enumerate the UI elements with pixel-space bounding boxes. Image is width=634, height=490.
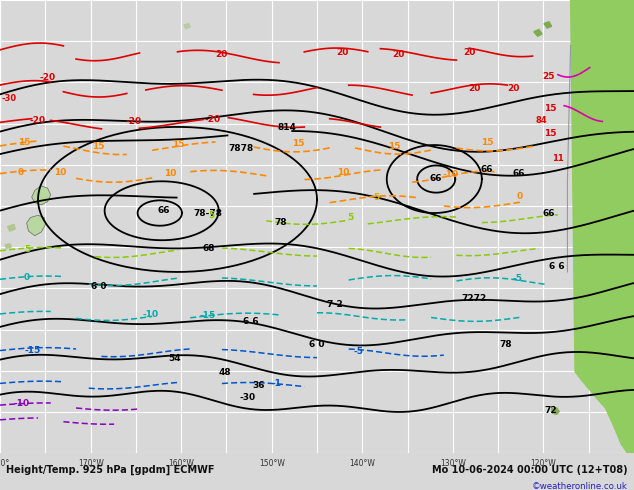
Text: 15: 15 bbox=[92, 142, 105, 150]
Text: 84: 84 bbox=[536, 116, 547, 125]
Text: 54: 54 bbox=[168, 354, 181, 363]
Text: 15: 15 bbox=[18, 138, 30, 147]
Text: 20: 20 bbox=[216, 49, 228, 59]
Text: 20: 20 bbox=[392, 49, 404, 59]
Text: 72: 72 bbox=[544, 406, 557, 415]
Text: 6 6: 6 6 bbox=[243, 318, 258, 326]
Text: 170°W: 170°W bbox=[78, 459, 103, 468]
Text: 0: 0 bbox=[517, 193, 523, 201]
Text: -30: -30 bbox=[1, 94, 16, 102]
Text: 5: 5 bbox=[24, 245, 30, 253]
Text: 36: 36 bbox=[252, 381, 265, 390]
Polygon shape bbox=[184, 24, 190, 28]
Text: -20: -20 bbox=[29, 116, 45, 125]
Text: 66: 66 bbox=[542, 209, 555, 218]
Text: 0: 0 bbox=[18, 168, 24, 176]
Polygon shape bbox=[571, 0, 634, 453]
Text: 11: 11 bbox=[552, 154, 564, 163]
Text: 20: 20 bbox=[468, 84, 481, 93]
Text: 120°W: 120°W bbox=[531, 459, 556, 468]
Text: 5: 5 bbox=[373, 194, 379, 202]
Text: -5: -5 bbox=[512, 274, 522, 283]
Text: 5: 5 bbox=[208, 212, 214, 220]
Text: 15: 15 bbox=[388, 142, 401, 150]
Text: 814: 814 bbox=[278, 123, 297, 132]
Text: 25: 25 bbox=[542, 73, 555, 81]
Text: 66: 66 bbox=[512, 169, 525, 178]
Text: 15: 15 bbox=[544, 104, 557, 113]
Text: 78: 78 bbox=[275, 218, 287, 226]
Text: -10: -10 bbox=[143, 310, 158, 319]
Text: 6 0: 6 0 bbox=[309, 340, 325, 349]
Polygon shape bbox=[27, 215, 46, 236]
Text: 48: 48 bbox=[219, 368, 231, 377]
Text: 66: 66 bbox=[481, 166, 493, 174]
Text: -10: -10 bbox=[443, 170, 458, 179]
Polygon shape bbox=[8, 224, 15, 231]
Text: 130°W: 130°W bbox=[440, 459, 465, 468]
Text: ©weatheronline.co.uk: ©weatheronline.co.uk bbox=[532, 482, 628, 490]
Text: 20: 20 bbox=[336, 49, 349, 57]
Text: -20: -20 bbox=[39, 73, 55, 82]
Text: 6 0: 6 0 bbox=[91, 282, 106, 291]
Text: 78: 78 bbox=[500, 340, 512, 349]
Text: 160°W: 160°W bbox=[169, 459, 194, 468]
Text: Mo 10-06-2024 00:00 UTC (12+T08): Mo 10-06-2024 00:00 UTC (12+T08) bbox=[432, 465, 628, 475]
Text: -15: -15 bbox=[24, 345, 41, 355]
Text: 78-78: 78-78 bbox=[193, 209, 223, 218]
Text: 10: 10 bbox=[54, 168, 67, 176]
Text: 150°W: 150°W bbox=[259, 459, 285, 468]
Text: 68: 68 bbox=[203, 244, 216, 253]
Text: -20: -20 bbox=[204, 115, 220, 124]
Text: -5: -5 bbox=[354, 346, 364, 356]
Text: 66: 66 bbox=[157, 206, 170, 215]
Polygon shape bbox=[5, 244, 11, 248]
Text: 10: 10 bbox=[337, 168, 350, 176]
Text: -10: -10 bbox=[14, 399, 30, 408]
Polygon shape bbox=[552, 408, 559, 414]
Polygon shape bbox=[32, 186, 51, 205]
Text: 20: 20 bbox=[507, 84, 520, 93]
Text: 66: 66 bbox=[430, 173, 443, 183]
Polygon shape bbox=[544, 22, 552, 28]
Polygon shape bbox=[534, 29, 542, 36]
Text: 15: 15 bbox=[481, 138, 493, 147]
Text: 7 2: 7 2 bbox=[327, 300, 342, 309]
Text: 15: 15 bbox=[172, 140, 185, 149]
Text: -1: -1 bbox=[271, 379, 281, 388]
Text: 5: 5 bbox=[347, 213, 354, 222]
Text: -20: -20 bbox=[126, 117, 141, 126]
Text: 140°W: 140°W bbox=[349, 459, 375, 468]
Text: 7878: 7878 bbox=[228, 144, 254, 153]
Text: 10: 10 bbox=[164, 169, 176, 178]
Text: -15: -15 bbox=[200, 311, 216, 320]
Text: 15: 15 bbox=[544, 129, 557, 138]
Text: 6 6: 6 6 bbox=[549, 262, 564, 271]
Text: -30: -30 bbox=[239, 393, 256, 402]
Text: 20: 20 bbox=[463, 49, 476, 57]
Text: Height/Temp. 925 hPa [gpdm] ECMWF: Height/Temp. 925 hPa [gpdm] ECMWF bbox=[6, 465, 215, 475]
Text: 15: 15 bbox=[292, 139, 304, 148]
Text: 7272: 7272 bbox=[462, 294, 487, 303]
Text: 180°: 180° bbox=[0, 459, 9, 468]
Text: 0: 0 bbox=[24, 273, 30, 282]
